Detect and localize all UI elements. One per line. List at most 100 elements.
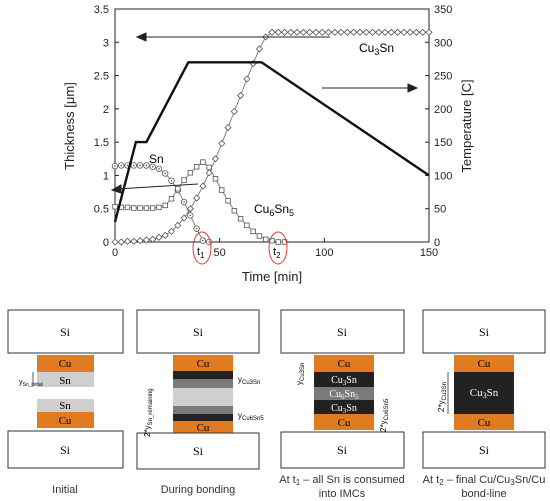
left-tick-label: 3.5	[94, 4, 109, 16]
data-point	[244, 222, 250, 229]
y-right-axis-label: Temperature [C]	[459, 79, 474, 172]
arrow-cu3sn-left	[135, 32, 330, 42]
data-point	[280, 28, 289, 36]
data-point	[293, 28, 301, 36]
bottom-tick-label: 150	[420, 247, 438, 259]
series-layer	[111, 28, 433, 246]
data-point	[400, 28, 408, 36]
svg-text:yCu3Sn: yCu3Sn	[295, 363, 306, 385]
svg-text:At t1 – all Sn is consumed: At t1 – all Sn is consumed	[279, 474, 405, 487]
right-tick-label: 250	[434, 71, 452, 83]
data-point	[337, 28, 345, 36]
svg-text:Cu: Cu	[59, 415, 72, 427]
data-point	[149, 235, 157, 243]
panel-initial: Si Cu Sn Sn Cu Si ySn_initial Initial	[7, 309, 124, 496]
right-axis-ticks: 0 50 100 150 200 250 300 350	[425, 4, 452, 249]
right-tick-label: 100	[434, 170, 452, 182]
series-line	[113, 61, 430, 223]
svg-text:ySn_initial: ySn_initial	[19, 379, 43, 388]
data-point	[200, 159, 206, 165]
data-point-center	[208, 241, 210, 243]
svg-text:Cu: Cu	[197, 422, 210, 434]
data-point	[187, 170, 194, 176]
data-point	[419, 28, 427, 36]
data-point	[237, 215, 244, 222]
data-point	[312, 28, 320, 36]
svg-text:Si: Si	[193, 444, 204, 458]
svg-text:Sn: Sn	[59, 400, 71, 412]
data-point	[219, 187, 225, 193]
data-point	[255, 45, 264, 53]
left-tick-label: 2	[103, 104, 109, 116]
data-point	[268, 28, 276, 36]
svg-text:Si: Si	[479, 443, 490, 457]
series-line	[114, 161, 285, 243]
data-point	[175, 186, 181, 192]
data-point	[156, 204, 162, 211]
data-point	[331, 28, 339, 36]
series-cu3sn	[111, 28, 433, 246]
chart: 0 0.5 1 1.5 2 2.5 3 3.5 0 50 100 150 200 250 300 350 0…	[62, 4, 474, 284]
svg-text:Cu3Sn: Cu3Sn	[470, 387, 499, 400]
data-point	[299, 28, 307, 36]
data-point	[112, 204, 118, 210]
data-point	[211, 155, 220, 163]
data-point	[162, 202, 168, 209]
right-tick-label: 200	[434, 104, 452, 116]
arrow-temp-right	[322, 83, 419, 93]
series-cu6sn5	[112, 159, 288, 245]
data-point-center	[158, 167, 160, 170]
svg-text:yCu3Sn: yCu3Sn	[238, 375, 260, 386]
svg-text:Cu3Sn: Cu3Sn	[331, 403, 357, 415]
data-point	[306, 28, 314, 36]
data-point-center	[133, 164, 135, 167]
data-point	[205, 169, 213, 177]
data-point	[218, 139, 226, 148]
svg-text:2*yCu3Sn: 2*yCu3Sn	[437, 382, 448, 412]
svg-text:Si: Si	[60, 325, 71, 339]
y-left-axis-label: Thickness [μm]	[62, 82, 77, 170]
data-point	[137, 205, 143, 211]
data-point	[131, 205, 137, 211]
data-point-center	[183, 201, 185, 203]
data-point	[193, 194, 201, 202]
data-point	[381, 28, 389, 36]
data-point-center	[170, 179, 173, 182]
svg-text:During bonding: During bonding	[161, 484, 236, 496]
left-tick-label: 0.5	[94, 204, 109, 216]
svg-text:Cu: Cu	[59, 358, 72, 370]
data-point	[263, 236, 269, 243]
data-point	[406, 28, 414, 36]
data-point	[356, 28, 364, 36]
bottom-tick-label: 50	[214, 247, 226, 259]
data-point	[250, 228, 256, 235]
panel-at-t1: Si Cu Cu3Sn Cu6Sn5 Cu3Sn Cu Si yCu3Sn 2*…	[279, 309, 405, 500]
data-point	[237, 91, 245, 100]
svg-text:t2: t2	[273, 246, 281, 260]
svg-text:At t2 – final Cu/Cu3Sn/Cu: At t2 – final Cu/Cu3Sn/Cu	[423, 474, 546, 487]
data-point	[181, 177, 187, 183]
svg-text:Si: Si	[479, 325, 490, 339]
data-point	[368, 28, 377, 36]
x-axis-label: Time [min]	[242, 269, 302, 284]
panel-at-t2: Si Cu Cu3Sn Cu Si 2*yCu3Sn At t2 – final…	[422, 309, 546, 500]
data-point	[425, 28, 433, 36]
svg-text:Cu: Cu	[197, 358, 210, 370]
data-point-center	[164, 172, 167, 175]
series-temperature	[113, 61, 430, 223]
svg-text:bond-line: bond-line	[461, 488, 506, 500]
data-point	[111, 238, 119, 246]
svg-text:Cu: Cu	[478, 358, 491, 370]
data-point	[412, 28, 421, 36]
data-point-center	[189, 214, 192, 217]
data-point	[225, 198, 231, 204]
svg-text:t1: t1	[197, 246, 205, 260]
data-point	[117, 238, 125, 246]
data-point	[275, 239, 281, 245]
right-tick-label: 50	[434, 204, 446, 216]
svg-text:Initial: Initial	[52, 484, 78, 496]
data-point	[168, 196, 175, 202]
data-point-center	[202, 239, 204, 242]
data-point	[387, 28, 395, 36]
